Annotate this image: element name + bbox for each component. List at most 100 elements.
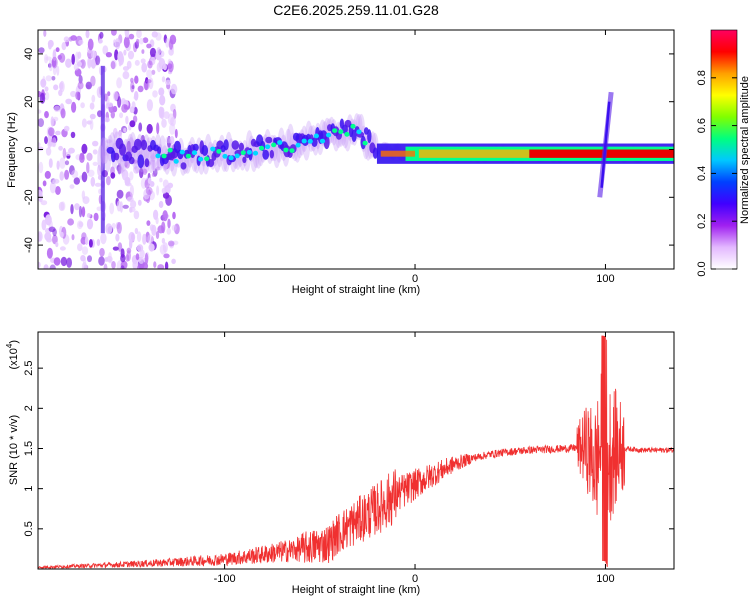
noise-blob <box>87 169 95 177</box>
noise-blob <box>66 257 72 268</box>
noise-blob <box>152 90 158 98</box>
noise-blob <box>124 176 131 186</box>
ridge-halo <box>97 145 105 172</box>
noise-blob <box>129 206 133 213</box>
noise-blob <box>167 218 171 229</box>
noise-blob <box>123 104 128 110</box>
ridge-blob <box>311 137 318 147</box>
noise-blob <box>111 30 117 36</box>
noise-blob <box>81 143 88 154</box>
noise-blob <box>114 38 121 50</box>
noise-blob <box>151 69 156 75</box>
noise-blob <box>104 117 110 123</box>
noise-blob <box>48 127 55 137</box>
ridge-highlight <box>167 147 173 153</box>
noise-blob <box>44 91 50 101</box>
noise-blob <box>52 234 58 245</box>
noise-blob <box>81 206 86 218</box>
noise-blob <box>43 264 49 269</box>
ridge-highlight <box>295 142 301 148</box>
noise-blob <box>100 232 107 245</box>
noise-blob <box>142 37 149 44</box>
ridge-highlight <box>179 149 185 155</box>
ridge-blob <box>367 129 372 144</box>
noise-blob <box>92 140 99 147</box>
noise-blob <box>112 91 119 101</box>
snr-y-scale-exp: 4 <box>5 343 14 348</box>
noise-blob <box>56 65 60 76</box>
colorbar-ticks: 0.0 0.2 0.4 0.6 0.8 <box>696 70 737 277</box>
ridge-highlight <box>319 138 326 144</box>
noise-blob <box>136 231 142 243</box>
noise-blob <box>39 92 46 104</box>
spectrogram-marks <box>38 30 674 269</box>
band-red <box>529 149 674 158</box>
noise-blob <box>85 81 93 90</box>
noise-blob <box>97 164 102 177</box>
noise-blob <box>171 224 177 231</box>
noise-blob <box>91 50 97 60</box>
noise-blob <box>51 56 58 69</box>
noise-blob <box>84 236 89 246</box>
band-start <box>380 150 416 157</box>
colorbar-gradient <box>711 30 737 269</box>
colorbar-tick-label: 0.0 <box>696 261 708 276</box>
noise-blob <box>71 170 79 179</box>
ridge-highlight <box>271 142 277 148</box>
noise-blob <box>47 39 54 48</box>
ridge-blob <box>157 146 162 155</box>
y-tick-label: -20 <box>23 189 35 205</box>
noise-blob <box>86 218 94 230</box>
band-orange <box>418 149 530 158</box>
ridge-halo <box>99 137 107 164</box>
noise-blob <box>136 30 142 39</box>
noise-blob <box>158 87 165 96</box>
noise-blob <box>161 76 166 83</box>
noise-blob <box>64 160 70 166</box>
noise-blob <box>105 52 112 58</box>
noise-blob <box>106 176 111 186</box>
noise-blob <box>146 123 153 134</box>
noise-blob <box>105 139 113 144</box>
ridge-highlight <box>332 128 338 134</box>
colorbar-tick-label: 0.8 <box>696 70 708 85</box>
noise-blob <box>116 222 122 234</box>
noise-blob <box>80 102 85 109</box>
noise-blob <box>122 204 129 209</box>
noise-blob <box>161 118 167 128</box>
colorbar-tick-label: 0.6 <box>696 118 708 133</box>
spike-core <box>600 101 611 188</box>
noise-blob <box>104 93 108 102</box>
ridge-blob <box>113 152 120 161</box>
colorbar-tick-label: 0.2 <box>696 214 708 229</box>
noise-blob <box>70 90 77 98</box>
colorbar-frame <box>710 29 738 270</box>
ridge-blob <box>351 129 357 142</box>
noise-blob <box>57 54 62 60</box>
noise-blob <box>133 210 140 220</box>
noise-blob <box>74 203 80 211</box>
ridge-highlight <box>259 145 265 151</box>
noise-blob <box>71 234 75 241</box>
noise-blob <box>76 220 83 230</box>
ridge-halo <box>101 137 109 164</box>
noise-blob <box>55 241 59 248</box>
noise-blob <box>55 47 60 53</box>
noise-blob <box>169 136 175 145</box>
noise-blob <box>156 166 160 171</box>
noise-blob <box>147 137 153 143</box>
y-tick-label: 1.5 <box>23 441 35 456</box>
noise-blob <box>146 79 152 84</box>
ridge-highlight <box>301 138 307 144</box>
noise-blob <box>80 59 86 69</box>
noise-blob <box>165 79 172 86</box>
ridge-blob <box>137 154 145 169</box>
noise-blob <box>140 58 146 64</box>
noise-blob <box>40 200 48 206</box>
noise-blob <box>45 147 52 156</box>
x-tick-label: -100 <box>214 573 236 585</box>
noise-blob <box>120 265 125 269</box>
noise-blob <box>134 91 139 101</box>
spectrogram-x-ticks: -100 0 100 <box>214 30 615 285</box>
noise-blob <box>44 136 48 145</box>
